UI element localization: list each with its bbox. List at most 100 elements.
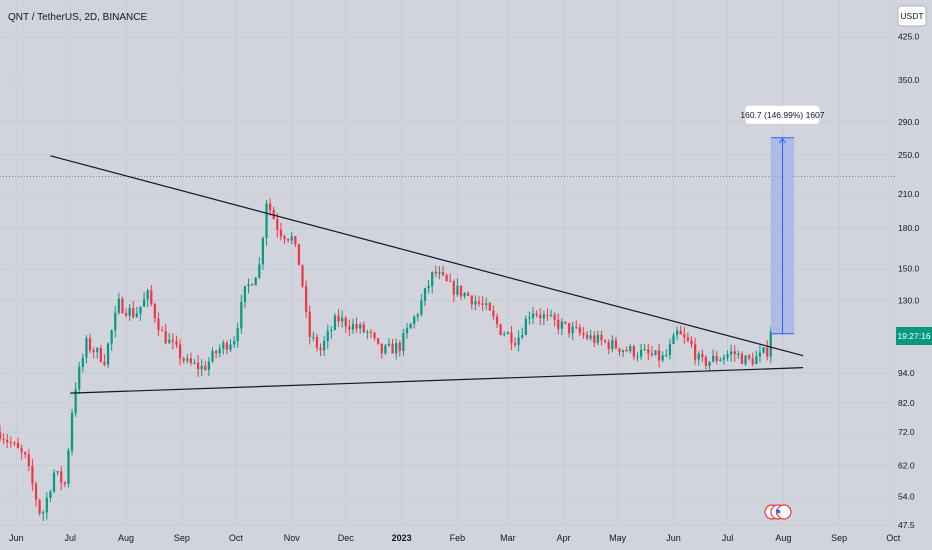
candle — [171, 333, 174, 350]
candle — [330, 326, 333, 339]
candle-body — [488, 303, 491, 311]
candle-body — [416, 314, 419, 317]
candle-body — [748, 355, 751, 359]
price-axis[interactable]: 425.0 350.0 290.0 250.0 210.0 180.0 150.0 130.0… — [898, 32, 920, 530]
candle-body — [27, 454, 30, 467]
candle-body — [521, 335, 524, 338]
candle — [517, 330, 520, 352]
candle-body — [258, 264, 261, 278]
candle-body — [708, 361, 711, 366]
candle-body — [146, 290, 149, 300]
candle-body — [283, 236, 286, 239]
candle — [373, 331, 376, 341]
candle — [575, 320, 578, 330]
event-icon[interactable] — [776, 504, 792, 520]
candle — [344, 315, 347, 333]
candle-body — [625, 350, 628, 352]
candle — [643, 344, 646, 351]
candle — [391, 338, 394, 354]
candle-body — [269, 203, 272, 210]
candle — [546, 308, 549, 321]
candle — [27, 449, 30, 472]
candle-body — [766, 347, 769, 357]
candle-body — [668, 344, 672, 355]
candle-body — [683, 334, 686, 338]
candle — [232, 336, 236, 348]
candle-body — [726, 354, 729, 358]
candle-body — [265, 203, 268, 238]
time-tick-label: Jul — [722, 533, 734, 543]
candle-body — [2, 438, 5, 440]
candle-body — [355, 324, 358, 329]
candle-body — [366, 331, 369, 333]
candle-body — [63, 482, 66, 485]
candle — [690, 336, 693, 348]
candle-body — [585, 334, 589, 339]
candle — [16, 437, 20, 449]
candle-body — [672, 335, 675, 345]
candle-body — [211, 351, 214, 362]
candle-body — [621, 350, 625, 353]
candle-body — [413, 316, 416, 324]
candle — [265, 200, 268, 246]
candle — [715, 351, 718, 365]
candle — [366, 329, 369, 340]
candle-body — [193, 362, 196, 364]
price-tick-label: 62.0 — [898, 461, 915, 471]
candle-body — [449, 280, 452, 282]
candle-body — [16, 443, 20, 449]
candle — [726, 350, 729, 361]
candle — [297, 243, 301, 266]
candle — [362, 321, 365, 334]
candle — [499, 323, 502, 336]
candle-body — [693, 344, 697, 360]
candle-body — [254, 277, 257, 286]
candle-body — [567, 323, 571, 334]
candle-body — [337, 315, 340, 322]
candle-body — [121, 298, 124, 314]
candle — [301, 264, 304, 288]
candle — [377, 338, 380, 345]
candle — [492, 305, 495, 320]
price-tick-label: 72.0 — [898, 427, 915, 437]
candle-body — [510, 332, 513, 344]
measure-tool[interactable]: 160.7 (146.99%) 1607 — [740, 105, 825, 335]
candle — [240, 294, 243, 334]
candle-body — [326, 331, 329, 342]
candle-body — [171, 339, 174, 342]
descending-trendline[interactable] — [50, 155, 804, 357]
time-axis[interactable]: Jun Jul Aug Sep Oct Nov Dec 2023 Feb Mar Apr May Jun… — [9, 533, 901, 543]
candle-body — [168, 339, 171, 344]
time-tick-label: Jun — [9, 533, 24, 543]
time-tick-label: Jun — [666, 533, 681, 543]
candle-body — [308, 311, 311, 337]
candle-body — [542, 314, 545, 319]
candle — [564, 321, 567, 325]
candle-body — [92, 350, 95, 353]
candle — [236, 322, 239, 348]
candle-body — [650, 353, 654, 355]
candle-body — [362, 324, 365, 333]
currency-button[interactable] — [897, 5, 927, 27]
candle-body — [323, 341, 326, 351]
candle-body — [557, 319, 560, 329]
time-tick-label: Oct — [886, 533, 901, 543]
candle — [315, 333, 319, 352]
candle-body — [232, 341, 236, 345]
ascending-support[interactable] — [70, 367, 804, 394]
candle — [0, 425, 2, 442]
candle-body — [719, 359, 722, 361]
candle — [758, 345, 762, 363]
candle — [9, 436, 12, 448]
candle-body — [319, 347, 322, 351]
candle-body — [312, 336, 315, 338]
candle-body — [589, 335, 592, 339]
candle — [398, 340, 401, 357]
trendlines-layer[interactable] — [50, 155, 804, 394]
candle — [276, 212, 279, 238]
candle — [319, 343, 322, 357]
candle — [142, 292, 146, 307]
candle-body — [737, 353, 740, 355]
candle-body — [182, 358, 185, 361]
